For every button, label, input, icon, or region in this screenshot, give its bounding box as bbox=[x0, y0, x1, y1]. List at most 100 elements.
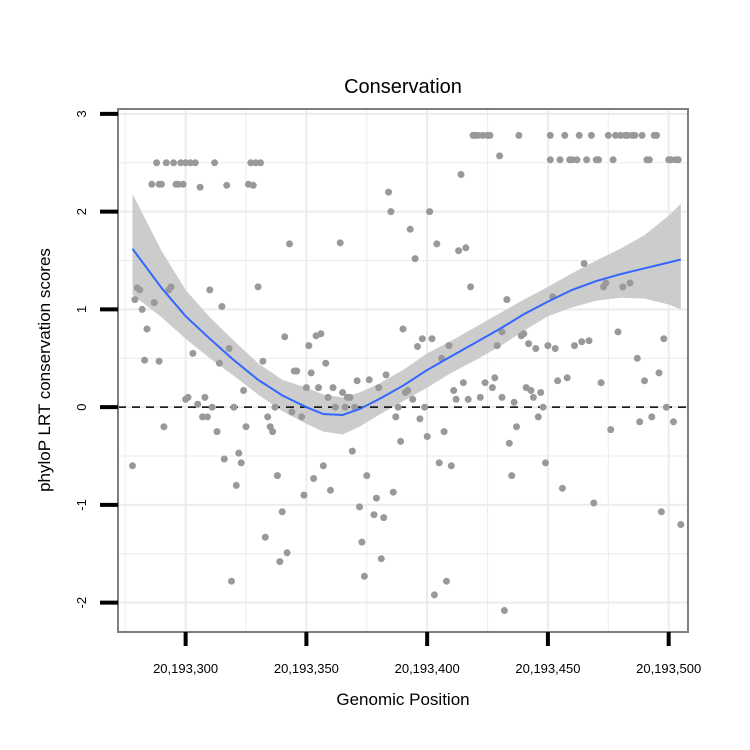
data-point bbox=[450, 387, 458, 394]
data-point bbox=[310, 475, 318, 482]
data-point bbox=[416, 415, 424, 423]
data-point bbox=[242, 423, 250, 431]
y-axis: -2 -1 0 1 2 3 bbox=[74, 110, 118, 608]
data-point bbox=[215, 359, 223, 367]
x-tick-label: 20,193,450 bbox=[515, 661, 580, 676]
data-point bbox=[488, 384, 496, 392]
data-point bbox=[452, 395, 460, 403]
data-point bbox=[302, 384, 310, 392]
data-point bbox=[602, 279, 610, 287]
data-point bbox=[382, 371, 390, 379]
data-point bbox=[184, 393, 192, 401]
data-point bbox=[421, 403, 429, 411]
data-point bbox=[271, 403, 279, 411]
data-point bbox=[575, 131, 583, 139]
data-point bbox=[486, 131, 494, 139]
data-point bbox=[329, 384, 337, 392]
data-point bbox=[657, 508, 665, 516]
data-point bbox=[624, 131, 632, 139]
data-point bbox=[556, 156, 564, 164]
data-point bbox=[655, 369, 663, 377]
data-point bbox=[170, 159, 178, 167]
data-point bbox=[317, 330, 325, 338]
data-point bbox=[199, 413, 206, 421]
data-point bbox=[375, 384, 383, 392]
data-point bbox=[529, 393, 537, 401]
data-point bbox=[493, 342, 501, 350]
data-point bbox=[455, 247, 463, 255]
data-point bbox=[300, 491, 308, 499]
data-point bbox=[276, 558, 284, 566]
data-point bbox=[372, 494, 380, 502]
data-point bbox=[491, 374, 499, 382]
data-point bbox=[457, 171, 465, 178]
data-point bbox=[590, 499, 598, 507]
data-point bbox=[537, 389, 545, 396]
data-point bbox=[143, 325, 151, 333]
data-point bbox=[194, 400, 202, 408]
data-point bbox=[206, 286, 214, 294]
data-point bbox=[677, 521, 685, 528]
data-point bbox=[568, 156, 576, 164]
data-point bbox=[428, 335, 436, 343]
data-point bbox=[551, 345, 559, 352]
data-point bbox=[228, 577, 235, 585]
data-point bbox=[397, 437, 405, 445]
data-points bbox=[129, 131, 685, 614]
data-point bbox=[645, 156, 653, 164]
data-point bbox=[208, 403, 216, 411]
data-point bbox=[648, 413, 656, 421]
data-point bbox=[370, 511, 378, 519]
data-point bbox=[136, 286, 144, 294]
data-point bbox=[597, 379, 605, 387]
data-point bbox=[341, 403, 349, 411]
data-point bbox=[223, 181, 231, 189]
data-point bbox=[443, 577, 450, 585]
data-point bbox=[131, 296, 139, 304]
data-point bbox=[182, 159, 190, 167]
data-point bbox=[527, 387, 535, 394]
data-point bbox=[539, 403, 547, 411]
data-point bbox=[315, 384, 322, 392]
loess-fit-line bbox=[131, 248, 682, 417]
data-point bbox=[389, 488, 397, 496]
data-point bbox=[626, 279, 634, 287]
y-tick-label: 1 bbox=[74, 306, 89, 313]
data-point bbox=[230, 403, 238, 411]
y-tick-label: 2 bbox=[74, 208, 89, 215]
data-point bbox=[619, 283, 627, 291]
data-point bbox=[561, 131, 569, 139]
data-point bbox=[259, 357, 267, 365]
data-point bbox=[544, 342, 552, 350]
data-point bbox=[392, 413, 400, 421]
data-point bbox=[252, 159, 260, 167]
data-point bbox=[327, 486, 334, 494]
data-point bbox=[462, 244, 470, 252]
data-point bbox=[261, 533, 269, 541]
data-point bbox=[129, 462, 136, 470]
y-axis-title: phyloP LRT conservation scores bbox=[35, 248, 54, 492]
data-point bbox=[631, 131, 639, 139]
data-point bbox=[153, 159, 161, 167]
data-point bbox=[404, 387, 412, 394]
data-point bbox=[360, 572, 368, 580]
data-point bbox=[232, 481, 240, 489]
data-point bbox=[150, 299, 158, 307]
data-point bbox=[211, 159, 219, 167]
data-point bbox=[667, 156, 675, 164]
data-point bbox=[423, 433, 431, 440]
y-tick-label: 3 bbox=[74, 110, 89, 117]
data-point bbox=[414, 343, 421, 350]
data-point bbox=[525, 340, 533, 348]
data-point bbox=[365, 376, 373, 384]
data-point bbox=[510, 398, 518, 406]
data-point bbox=[278, 508, 286, 516]
data-point bbox=[670, 418, 677, 426]
data-point bbox=[459, 379, 467, 387]
data-point bbox=[247, 159, 255, 167]
data-point bbox=[447, 462, 455, 470]
data-point bbox=[534, 413, 542, 421]
data-point bbox=[196, 183, 204, 191]
data-point bbox=[385, 188, 392, 196]
data-point bbox=[532, 345, 540, 352]
